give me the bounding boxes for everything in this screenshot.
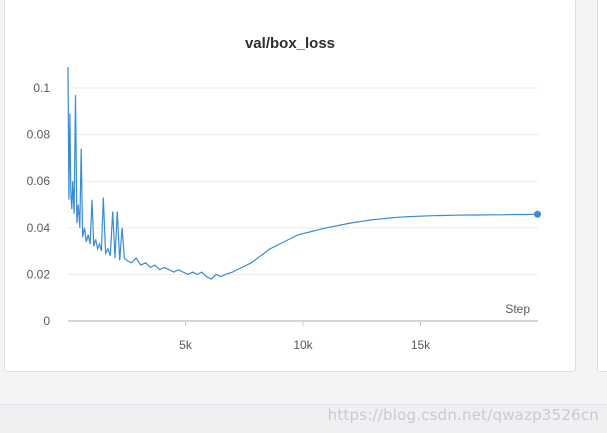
chart-panel xyxy=(4,0,576,372)
gridlines xyxy=(68,87,538,275)
x-tick-label: 10k xyxy=(293,338,313,352)
y-tick-label: 0.1 xyxy=(33,81,50,95)
x-tick-label: 15k xyxy=(411,338,431,352)
y-tick-label: 0.08 xyxy=(27,128,51,142)
y-axis-ticks: 0 0.02 0.04 0.06 0.08 0.1 xyxy=(27,81,51,328)
x-axis-ticks: 5k 10k 15k xyxy=(179,321,431,352)
y-tick-label: 0 xyxy=(43,314,50,328)
y-tick-label: 0.06 xyxy=(27,174,51,188)
line-chart: val/box_loss 0 0.02 0.04 0.06 0.08 0.1 5k 10k 1… xyxy=(27,35,542,352)
series-line xyxy=(67,66,538,280)
y-tick-label: 0.02 xyxy=(27,267,51,281)
y-tick-label: 0.04 xyxy=(27,221,51,235)
x-tick-label: 5k xyxy=(179,338,193,352)
bottom-band xyxy=(0,404,607,433)
next-panel-edge xyxy=(597,0,607,372)
chart-title: val/box_loss xyxy=(245,35,335,52)
x-axis-label: Step xyxy=(505,302,530,316)
watermark-text: https://blog.csdn.net/qwazp3526cn xyxy=(327,406,599,424)
series-endpoint xyxy=(534,210,542,218)
